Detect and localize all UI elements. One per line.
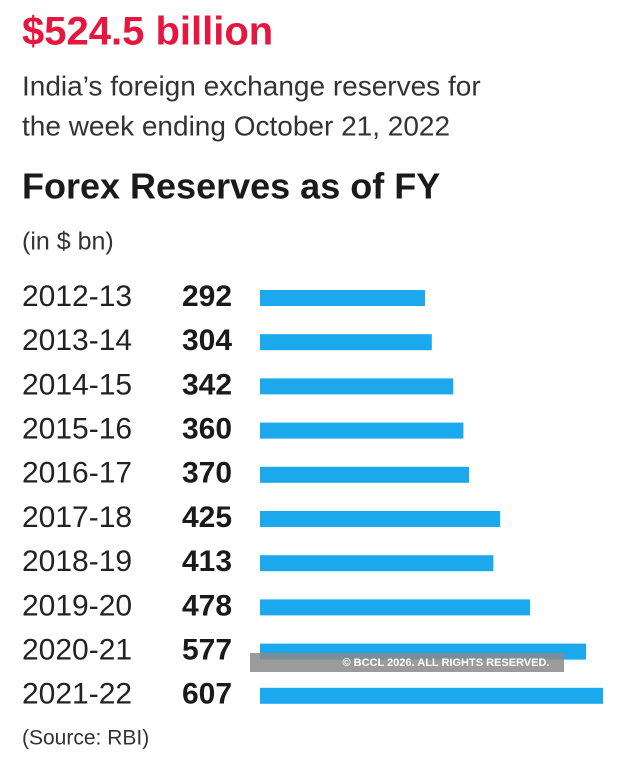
value-label: 413 — [182, 545, 232, 578]
value-label: 360 — [182, 413, 232, 446]
bar — [260, 555, 494, 572]
headline: $524.5 billion — [22, 10, 273, 54]
bar — [260, 334, 432, 351]
category-label: 2019-20 — [22, 589, 132, 622]
subtitle: the week ending October 21, 2022 — [22, 110, 450, 141]
category-label: 2015-16 — [22, 413, 132, 446]
chart-title: Forex Reserves as of FY — [22, 166, 440, 207]
value-label: 292 — [182, 280, 232, 313]
value-label: 478 — [182, 589, 232, 622]
value-label: 304 — [182, 324, 232, 357]
category-label: 2016-17 — [22, 457, 132, 490]
category-label: 2018-19 — [22, 545, 132, 578]
bar — [260, 511, 501, 527]
value-label: 342 — [182, 368, 232, 401]
unit-label: (in $ bn) — [22, 228, 114, 256]
watermark: © BCCL 2026. ALL RIGHTS RESERVED. — [343, 657, 550, 669]
source: (Source: RBI) — [22, 727, 149, 750]
category-label: 2012-13 — [22, 280, 132, 313]
bar — [260, 290, 426, 306]
value-label: 425 — [182, 501, 232, 534]
bar — [260, 422, 464, 439]
bar — [260, 466, 470, 483]
bar — [260, 378, 454, 395]
watermark-box — [250, 653, 564, 672]
value-label: 370 — [182, 457, 232, 490]
subtitle: India’s foreign exchange reserves for — [22, 70, 481, 101]
category-label: 2020-21 — [22, 634, 132, 667]
category-label: 2014-15 — [22, 368, 132, 401]
bar — [260, 599, 531, 616]
category-label: 2013-14 — [22, 324, 132, 357]
category-label: 2021-22 — [22, 678, 132, 711]
category-label: 2017-18 — [22, 501, 132, 534]
value-label: 607 — [182, 678, 232, 711]
value-label: 577 — [182, 634, 232, 667]
bar-chart: 2012-13 292 2013-14 304 2014-15 342 2015-16 360… — [22, 280, 603, 711]
bar — [260, 687, 603, 704]
